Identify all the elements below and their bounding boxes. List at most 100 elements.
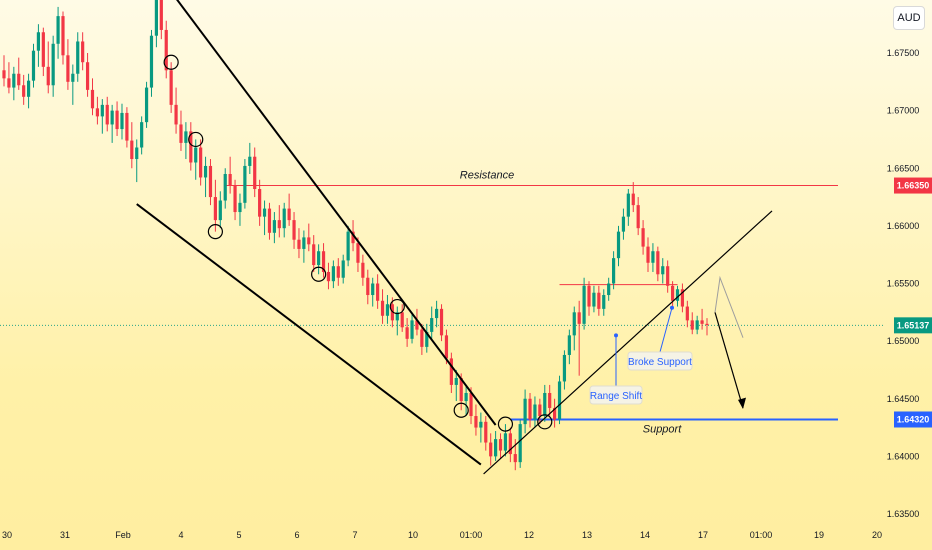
- y-axis-tick-label: 1.65000: [887, 336, 920, 346]
- channel-line: [176, 0, 497, 426]
- candle-body: [159, 0, 163, 30]
- candle-body: [577, 312, 581, 324]
- y-axis-tick-label: 1.64500: [887, 394, 920, 404]
- candle-body: [36, 32, 41, 51]
- candle-body: [661, 266, 665, 275]
- candle-body: [616, 231, 621, 259]
- range-shift-box: [589, 385, 643, 405]
- candle-body: [371, 283, 375, 296]
- candle-body: [380, 300, 385, 316]
- candle-body: [164, 29, 168, 71]
- candle-body: [415, 320, 419, 330]
- candle-body: [292, 220, 296, 240]
- candle-body: [548, 392, 552, 408]
- support-label: Support: [643, 423, 682, 435]
- candle-body: [184, 131, 188, 143]
- x-axis-tick-label: 31: [60, 530, 70, 540]
- candle-body: [523, 398, 527, 425]
- touch-circle: [453, 402, 469, 418]
- x-axis-tick-label: 4: [178, 530, 183, 540]
- candle-body: [366, 277, 370, 296]
- candle-body: [611, 258, 616, 284]
- resistance-label: Resistance: [460, 170, 514, 182]
- candle-body: [513, 454, 517, 463]
- candle-body: [233, 185, 237, 213]
- candle-body: [479, 421, 483, 428]
- candle-body: [675, 289, 680, 301]
- candle-body: [307, 237, 311, 245]
- candle-body: [95, 108, 100, 117]
- x-axis-tick-label: 17: [698, 530, 708, 540]
- candle-body: [631, 193, 635, 206]
- candle-body: [258, 188, 262, 217]
- candle-body: [81, 41, 85, 63]
- candle-body: [685, 306, 689, 321]
- candle-body: [2, 70, 6, 79]
- candle-body: [587, 285, 591, 307]
- candle-body: [454, 378, 458, 385]
- channel-line: [136, 203, 482, 466]
- uptrend-line: [483, 210, 773, 475]
- broke-support-pointer: [659, 307, 673, 353]
- candle-body: [76, 41, 80, 74]
- candle-body: [105, 104, 109, 125]
- candle-body: [376, 283, 380, 301]
- x-axis-tick-label: 01:00: [460, 530, 483, 540]
- touch-circle: [207, 224, 223, 240]
- x-axis-tick-label: 20: [872, 530, 882, 540]
- currency-button[interactable]: AUD: [893, 6, 925, 30]
- candle-body: [469, 392, 473, 417]
- y-axis-tick-label: 1.64000: [887, 451, 920, 461]
- candle-body: [602, 295, 606, 309]
- candle-body: [100, 104, 104, 117]
- candle-body: [420, 329, 424, 347]
- x-axis-tick-label: 6: [294, 530, 299, 540]
- candle-body: [705, 323, 709, 325]
- range-shift-pointer-dot: [614, 333, 618, 338]
- support-price-tag: 1.64320: [897, 414, 930, 424]
- candle-body: [203, 165, 208, 178]
- candle-body: [31, 50, 36, 81]
- touch-circle: [188, 131, 204, 148]
- candle-body: [503, 433, 508, 451]
- touch-circle: [537, 414, 553, 430]
- candle-body: [543, 392, 547, 417]
- candle-body: [12, 73, 16, 88]
- x-axis-tick-label: 19: [814, 530, 824, 540]
- candle-body: [572, 312, 576, 336]
- candle-body: [120, 112, 124, 130]
- candle-body: [154, 0, 158, 36]
- candle-body: [553, 407, 557, 420]
- candle-body: [592, 292, 596, 307]
- x-axis-tick-label: Feb: [115, 530, 131, 540]
- candle-body: [582, 285, 586, 324]
- candle-body: [41, 32, 45, 67]
- candle-body: [317, 251, 321, 266]
- x-axis-tick-label: 5: [236, 530, 241, 540]
- candle-body: [646, 246, 650, 263]
- candle-body: [636, 205, 640, 229]
- touch-circle: [311, 266, 327, 282]
- y-axis-tick-label: 1.65500: [887, 279, 920, 289]
- candle-body: [179, 124, 183, 143]
- candle-body: [489, 442, 493, 457]
- candle-body: [110, 110, 114, 125]
- candle-body: [641, 228, 645, 247]
- candle-body: [425, 331, 429, 347]
- candle-body: [302, 237, 306, 249]
- candle-body: [243, 165, 247, 203]
- candle-body: [149, 35, 154, 88]
- candle-body: [51, 43, 55, 86]
- current-price-tag: 1.65137: [897, 320, 930, 330]
- candle-body: [56, 16, 60, 44]
- broke-support-pointer-dot: [670, 305, 674, 310]
- candle-body: [194, 147, 198, 163]
- candle-body: [272, 220, 276, 233]
- broke-support-box: [627, 351, 693, 371]
- candle-body: [670, 285, 675, 301]
- candle-body: [248, 156, 252, 166]
- y-axis-tick-label: 1.66500: [887, 163, 920, 173]
- touch-circle: [497, 416, 514, 432]
